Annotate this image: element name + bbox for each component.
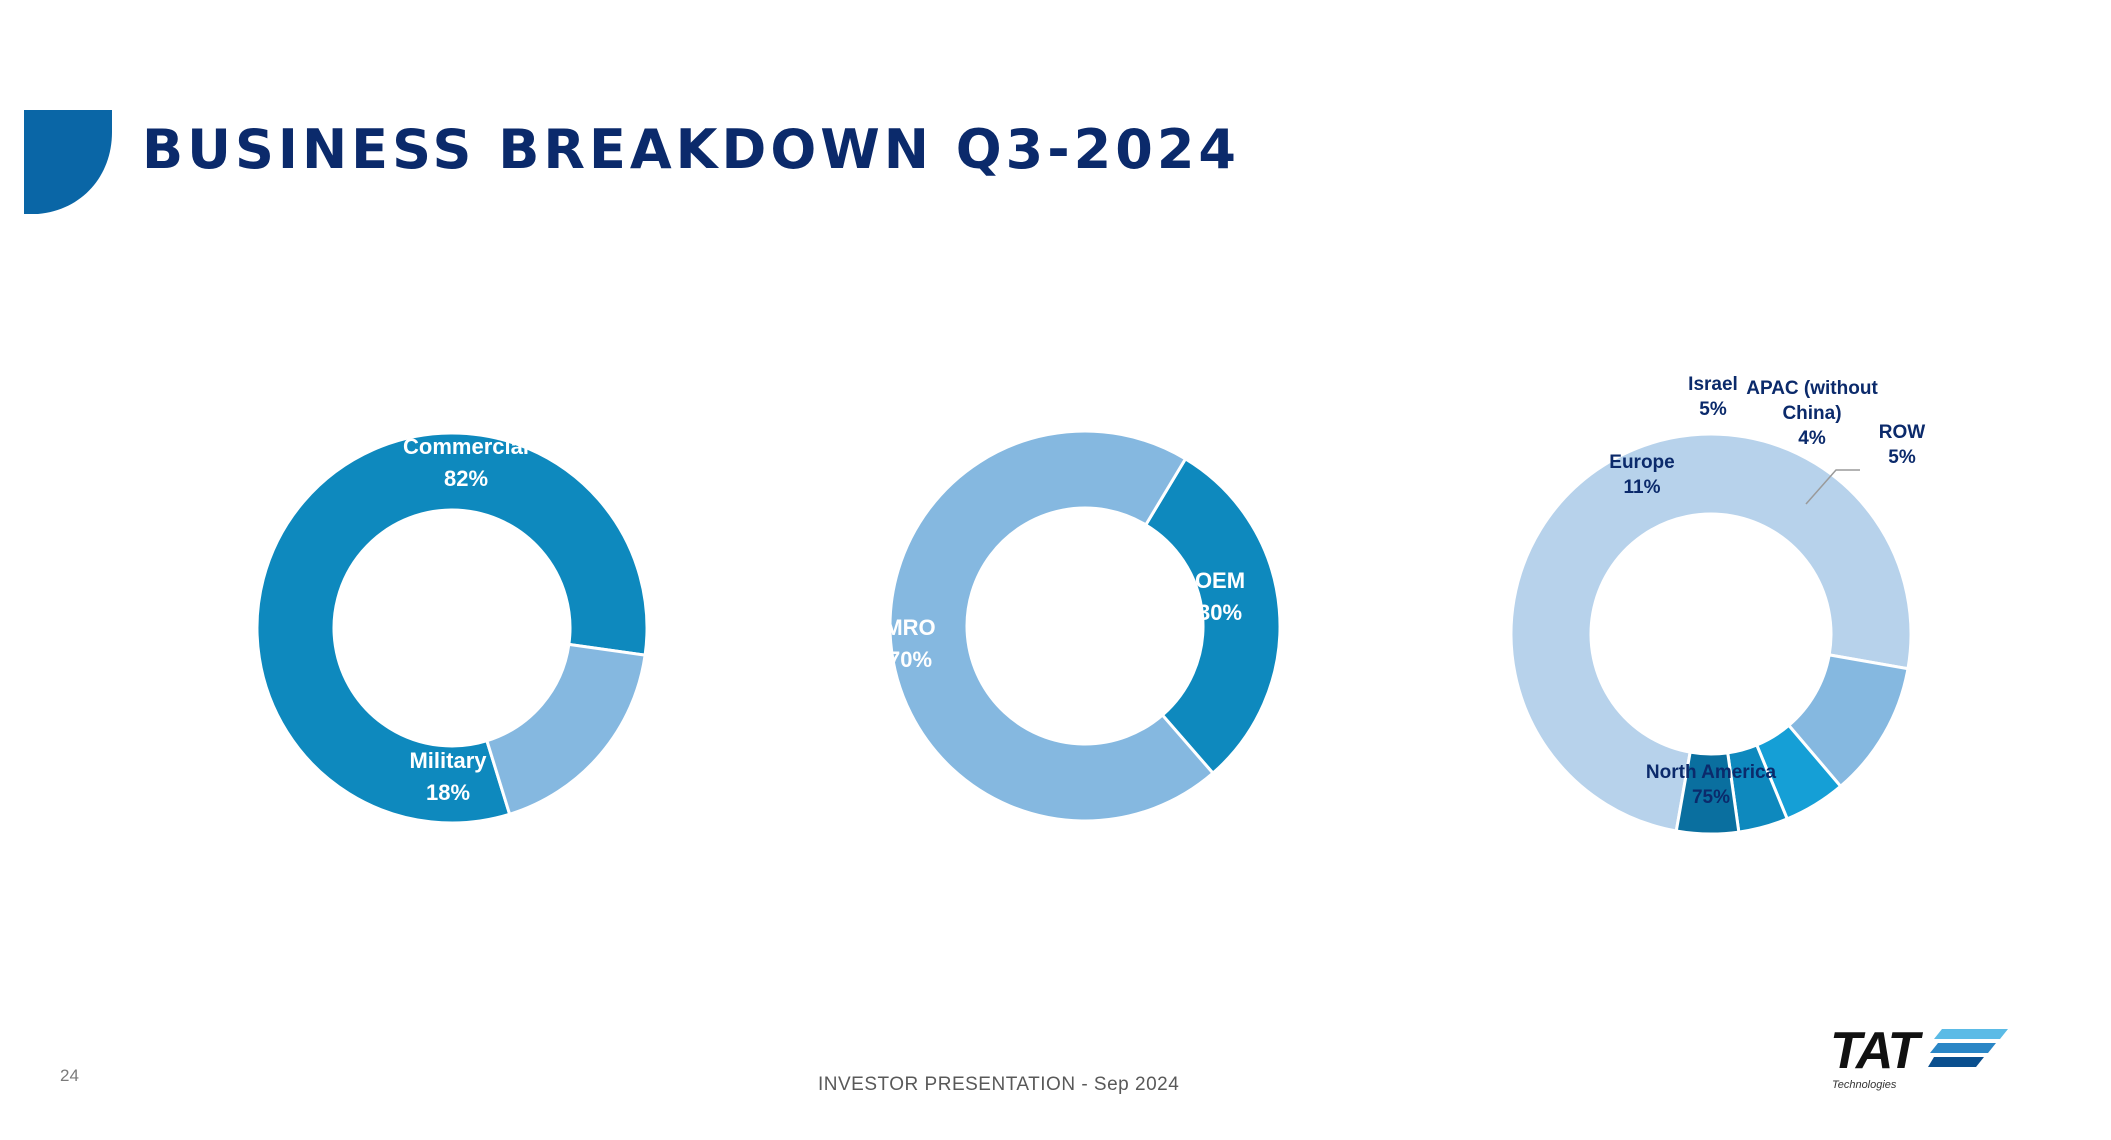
company-logo: TAT Technologies (1830, 1022, 2030, 1091)
value-label-row: 5% (1888, 447, 1916, 468)
slice-commercial (255, 431, 649, 825)
slice-north-america (1509, 432, 1913, 833)
slice-military (485, 642, 647, 817)
leader-line (1805, 469, 1860, 505)
value-label-mro: 70% (888, 647, 932, 672)
value-label-commercial: 82% (444, 466, 488, 491)
value-label-apac-without-china: 4% (1798, 428, 1826, 449)
category-label-row: ROW (1879, 422, 1926, 443)
page-number: 24 (60, 1066, 79, 1085)
slice-row (1674, 750, 1741, 836)
slice-mro (888, 429, 1216, 823)
value-label-europe: 11% (1624, 477, 1661, 498)
category-label-military: Military (409, 748, 487, 773)
value-label-israel: 5% (1699, 399, 1727, 420)
footer-text: INVESTOR PRESENTATION - Sep 2024 (818, 1074, 1180, 1095)
category-label-north-america: North America (1646, 762, 1777, 783)
value-label-north-america: 75% (1692, 787, 1730, 808)
corner-accent-shape (24, 110, 112, 214)
category-label-apac-without-china: APAC (without (1746, 378, 1878, 399)
category-label-europe: Europe (1609, 452, 1674, 473)
category-label-apac-without-china: China) (1782, 403, 1841, 424)
logo-subtext: Technologies (1832, 1079, 1897, 1091)
value-label-oem: 30% (1198, 600, 1242, 625)
category-label-israel: Israel (1688, 374, 1738, 395)
value-label-military: 18% (426, 780, 470, 805)
slice-oem (1143, 456, 1282, 776)
category-label-commercial: Commercial (403, 434, 529, 459)
category-label-mro: MRO (884, 615, 935, 640)
category-label-oem: OEM (1195, 568, 1245, 593)
logo-stripes-icon (1928, 1029, 2008, 1067)
logo-text: TAT (1830, 1022, 1919, 1080)
page-title: BUSINESS BREAKDOWN Q3-2024 (142, 118, 1240, 181)
